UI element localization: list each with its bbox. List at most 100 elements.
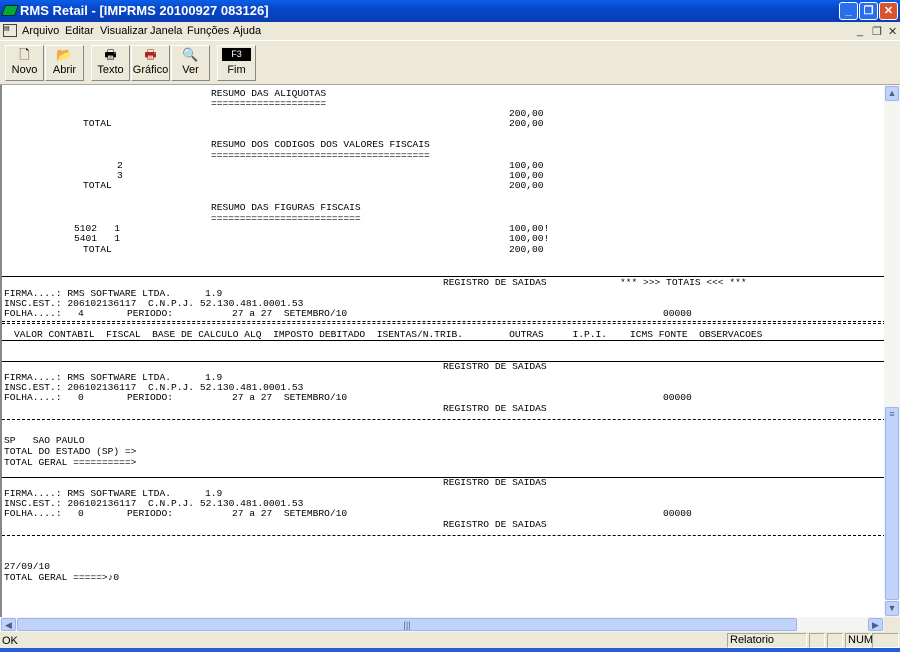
mdi-minimize-button[interactable]: _	[857, 25, 864, 37]
firma: FIRMA....: RMS SOFTWARE LTDA.	[4, 372, 171, 383]
underline: ==========================	[211, 213, 361, 224]
section-title: RESUMO DAS ALIQUOTAS	[211, 88, 327, 99]
firma: FIRMA....: RMS SOFTWARE LTDA.	[4, 288, 171, 299]
new-document-icon: 🗋	[19, 47, 30, 62]
value: 100,00!	[509, 233, 550, 244]
periodo: 27 a 27 SETEMBRO/10	[232, 308, 348, 319]
contador: 00000	[663, 508, 692, 519]
novo-button[interactable]: 🗋 Novo	[5, 45, 44, 81]
dashed-divider	[2, 535, 884, 536]
value: 100,00	[509, 170, 544, 181]
value: 100,00!	[509, 223, 550, 234]
total-value: 200,00	[509, 118, 544, 129]
periodo-label: PERIODO:	[127, 392, 174, 403]
folha-label: FOLHA....:	[4, 392, 62, 403]
minimize-button[interactable]: _	[839, 2, 858, 20]
folha: 0	[78, 508, 84, 519]
total-label: TOTAL	[83, 180, 112, 191]
total-estado: TOTAL DO ESTADO (SP) =>	[4, 446, 137, 457]
divider	[2, 276, 884, 277]
version: 1.9	[205, 288, 223, 299]
periodo-label: PERIODO:	[127, 508, 174, 519]
toolbar: 🗋 Novo 📂 Abrir 🖶 Texto 🖶 Gráfico 🔍 Ver F3 Fim	[0, 40, 900, 85]
total-geral-final: TOTAL GERAL =====>♪0	[4, 572, 120, 583]
preview-magnifier-icon: 🔍	[182, 47, 199, 62]
double-divider	[2, 321, 884, 324]
insc-est: INSC.EST.: 206102136117	[4, 382, 137, 393]
mdi-close-button[interactable]: ✕	[888, 26, 898, 38]
code: 5102 1	[74, 223, 121, 234]
total-value: 200,00	[509, 180, 544, 191]
menu-janela[interactable]: Janela	[150, 25, 183, 37]
status-num: NUM	[845, 633, 873, 648]
menu-visualizar[interactable]: Visualizar	[100, 25, 148, 37]
underline: ======================================	[211, 150, 430, 161]
periodo-label: PERIODO:	[127, 308, 174, 319]
value: 200,00	[509, 108, 544, 119]
total-geral: TOTAL GERAL ==========>	[4, 457, 137, 468]
total-value: 200,00	[509, 244, 544, 255]
window-title: RMS Retail - [IMPRMS 20100927 083126]	[20, 3, 269, 18]
periodo: 27 a 27 SETEMBRO/10	[232, 392, 348, 403]
registro-title: REGISTRO DE SAIDAS	[443, 477, 547, 488]
folha-label: FOLHA....:	[4, 308, 62, 319]
contador: 00000	[663, 392, 692, 403]
scroll-up-button[interactable]: ▲	[885, 86, 899, 101]
total-label: TOTAL	[83, 118, 112, 129]
menu-funcoes[interactable]: Funções	[187, 25, 230, 37]
registro-title: REGISTRO DE SAIDAS	[443, 519, 547, 530]
close-button[interactable]: ✕	[879, 2, 898, 20]
folha: 0	[78, 392, 84, 403]
status-pane	[809, 633, 825, 648]
code: 3	[117, 170, 123, 181]
status-pane	[872, 633, 899, 648]
fim-button[interactable]: F3 Fim	[217, 45, 256, 81]
version: 1.9	[205, 488, 223, 499]
underline: ====================	[211, 98, 327, 109]
cnpj: C.N.P.J. 52.130.481.0001.53	[148, 498, 304, 509]
vertical-scroll-thumb[interactable]: ≡	[885, 407, 899, 600]
printer-icon: 🖶	[104, 47, 117, 62]
divider	[2, 340, 884, 341]
report-view: RESUMO DAS ALIQUOTAS ===================…	[0, 85, 884, 617]
mdi-restore-button[interactable]: ❐	[872, 26, 882, 38]
status-mode: Relatorio	[727, 633, 807, 648]
periodo: 27 a 27 SETEMBRO/10	[232, 508, 348, 519]
abrir-button[interactable]: 📂 Abrir	[45, 45, 84, 81]
open-folder-icon: 📂	[56, 47, 73, 62]
folha: 4	[78, 308, 84, 319]
firma: FIRMA....: RMS SOFTWARE LTDA.	[4, 488, 171, 499]
f3-key-icon: F3	[222, 48, 251, 61]
divider	[2, 477, 884, 478]
status-message: OK	[2, 635, 18, 647]
vertical-scrollbar[interactable]: ▲ ≡ ▼	[884, 85, 900, 617]
insc-est: INSC.EST.: 206102136117	[4, 298, 137, 309]
total-label: TOTAL	[83, 244, 112, 255]
document-icon[interactable]: ▤	[3, 24, 17, 37]
ver-button[interactable]: 🔍 Ver	[171, 45, 210, 81]
scroll-left-button[interactable]: ◀	[1, 618, 16, 631]
divider	[2, 361, 884, 362]
menu-ajuda[interactable]: Ajuda	[233, 25, 262, 37]
report-date: 27/09/10	[4, 561, 51, 572]
insc-est: INSC.EST.: 206102136117	[4, 498, 137, 509]
status-pane	[827, 633, 843, 648]
texto-button[interactable]: 🖶 Texto	[91, 45, 130, 81]
grafico-button[interactable]: 🖶 Gráfico	[131, 45, 170, 81]
scroll-right-button[interactable]: ▶	[868, 618, 883, 631]
totais-title: *** >>> TOTAIS <<< ***	[620, 277, 747, 288]
horizontal-scrollbar[interactable]: ◀ ||| ▶	[0, 617, 884, 632]
section-title: RESUMO DAS FIGURAS FISCAIS	[211, 202, 361, 213]
scroll-down-button[interactable]: ▼	[885, 601, 899, 616]
maximize-button[interactable]: ❐	[859, 2, 878, 20]
cnpj: C.N.P.J. 52.130.481.0001.53	[148, 298, 304, 309]
taskbar	[0, 648, 900, 652]
horizontal-scroll-thumb[interactable]: |||	[17, 618, 797, 631]
menu-editar[interactable]: Editar	[65, 25, 94, 37]
menu-arquivo[interactable]: Arquivo	[22, 25, 60, 37]
folha-label: FOLHA....:	[4, 508, 62, 519]
code: 2	[117, 160, 123, 171]
registro-title: REGISTRO DE SAIDAS	[443, 403, 547, 414]
estado: SP SAO PAULO	[4, 435, 85, 446]
registro-title: REGISTRO DE SAIDAS	[443, 361, 547, 372]
